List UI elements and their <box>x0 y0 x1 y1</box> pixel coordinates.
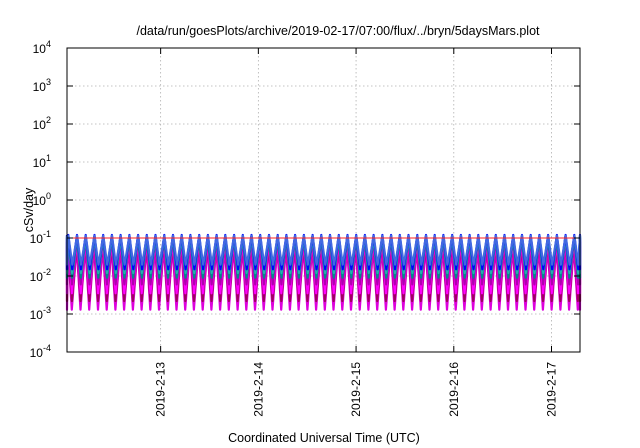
y-tick-label: 102 <box>33 115 51 132</box>
y-tick-label: 10-3 <box>30 305 51 322</box>
x-tick-label: 2019-2-16 <box>447 362 461 417</box>
y-tick-label: 10-4 <box>30 343 51 360</box>
x-axis-ticks: 2019-2-13 2019-2-14 2019-2-15 2019-2-16 2019… <box>154 48 559 417</box>
y-tick-label: 100 <box>33 191 51 208</box>
y-tick-label: 101 <box>33 153 51 170</box>
x-tick-label: 2019-2-13 <box>154 362 168 417</box>
y-tick-label: 103 <box>33 77 51 94</box>
x-tick-label: 2019-2-15 <box>349 362 363 417</box>
y-tick-label: 104 <box>33 39 51 56</box>
y-tick-label: 10-2 <box>30 267 51 284</box>
x-tick-label: 2019-2-17 <box>545 362 559 417</box>
series-group <box>65 233 582 311</box>
chart-title: /data/run/goesPlots/archive/2019-02-17/0… <box>136 24 540 38</box>
y-tick-label: 10-1 <box>30 229 51 246</box>
x-tick-label: 2019-2-14 <box>251 362 265 417</box>
y-axis-label: cSv/day <box>22 187 36 232</box>
y-axis-ticks: 10-4 10-3 10-2 10-1 100 101 102 103 104 <box>30 39 580 360</box>
series-line <box>65 234 582 266</box>
x-axis-label: Coordinated Universal Time (UTC) <box>228 431 420 445</box>
